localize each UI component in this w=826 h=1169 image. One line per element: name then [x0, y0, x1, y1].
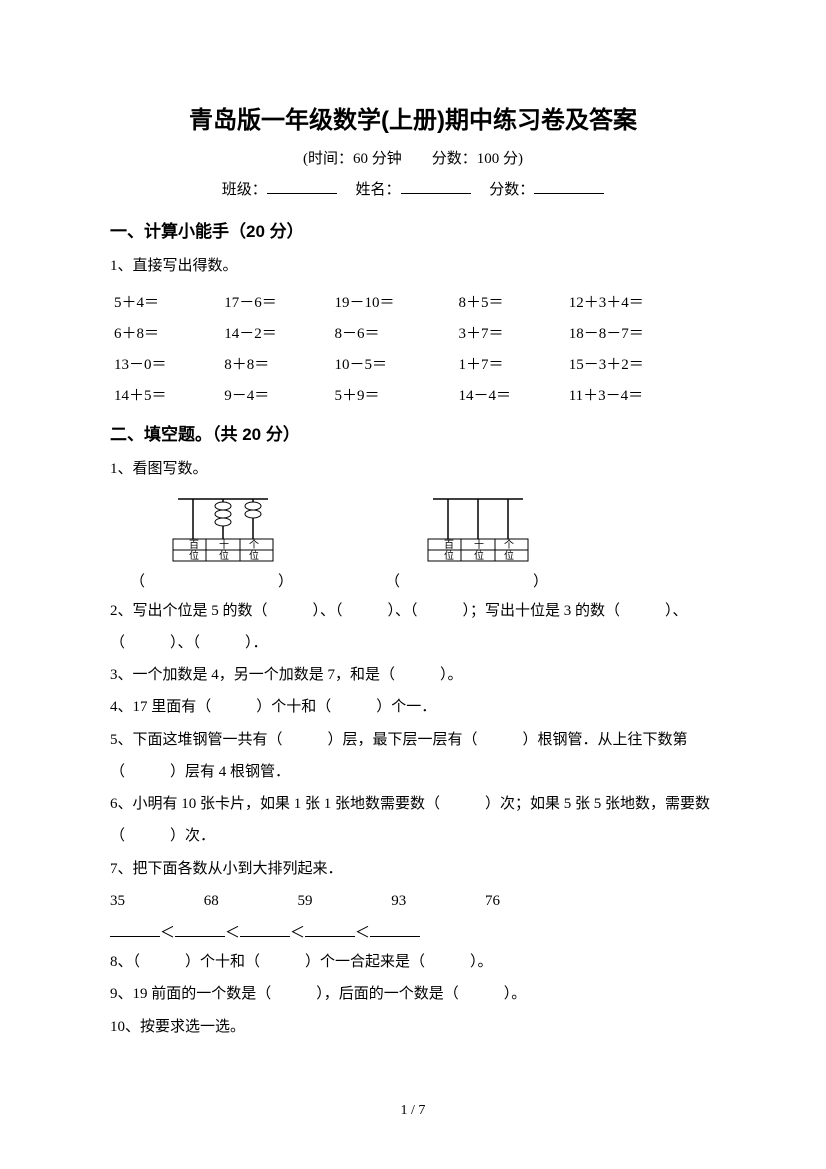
abacus-icon: 百 十 个 位 位 位	[423, 494, 533, 564]
svg-text:位: 位	[444, 549, 454, 562]
arith-cell: 3＋7＝	[454, 317, 564, 348]
sort-num: 68	[204, 885, 294, 917]
s1-q1: 1、直接写出得数。	[110, 250, 716, 282]
arithmetic-table: 5＋4＝ 17－6＝ 19－10＝ 8＋5＝ 12＋3＋4＝ 6＋8＝ 14－2…	[110, 286, 716, 410]
arith-cell: 19－10＝	[331, 286, 455, 317]
svg-text:位: 位	[189, 549, 199, 562]
arith-cell: 15－3＋2＝	[565, 348, 716, 379]
svg-text:十: 十	[219, 538, 229, 551]
s2-q1: 1、看图写数。	[110, 453, 716, 485]
arith-cell: 6＋8＝	[110, 317, 220, 348]
s2-q7-sortline: ＜ ＜ ＜ ＜	[110, 921, 716, 942]
svg-text:十: 十	[474, 538, 484, 551]
arith-cell: 11＋3－4＝	[565, 379, 716, 410]
arith-cell: 14＋5＝	[110, 379, 220, 410]
lt-sep: ＜	[355, 925, 370, 941]
svg-text:个: 个	[504, 539, 514, 551]
abacus-1-answer: （ ）	[130, 570, 315, 591]
arith-cell: 5＋4＝	[110, 286, 220, 317]
arith-cell: 1＋7＝	[454, 348, 564, 379]
abacus-2-answer: （ ）	[385, 570, 570, 591]
s2-q10: 10、按要求选一选。	[110, 1011, 716, 1043]
sort-blank[interactable]	[240, 923, 290, 937]
arith-cell: 17－6＝	[220, 286, 330, 317]
svg-text:位: 位	[474, 549, 484, 562]
arith-cell: 10－5＝	[331, 348, 455, 379]
class-blank[interactable]	[267, 178, 337, 194]
svg-text:位: 位	[219, 549, 229, 562]
table-row: 6＋8＝ 14－2＝ 8－6＝ 3＋7＝ 18－8－7＝	[110, 317, 716, 348]
sort-blank[interactable]	[110, 923, 160, 937]
score-label: 分数：	[489, 182, 534, 198]
abacus-row: 百 十 个 位 位 位 （ ） 百 十 个 位	[130, 494, 716, 591]
section2-head: 二、填空题。（共 20 分）	[110, 420, 716, 445]
s2-q7: 7、把下面各数从小到大排列起来．	[110, 853, 716, 885]
sort-num: 59	[298, 885, 388, 917]
abacus-1: 百 十 个 位 位 位 （ ）	[130, 494, 315, 591]
arith-cell: 12＋3＋4＝	[565, 286, 716, 317]
sort-blank[interactable]	[305, 923, 355, 937]
sort-blank[interactable]	[370, 923, 420, 937]
s2-q5: 5、下面这堆钢管一共有（ ）层，最下层一层有（ ）根钢管．从上往下数第（ ）层有…	[110, 724, 716, 789]
s2-q8: 8、（ ）个十和（ ）个一合起来是（ ）。	[110, 946, 716, 978]
svg-text:百: 百	[189, 539, 199, 551]
arith-cell: 8－6＝	[331, 317, 455, 348]
table-row: 14＋5＝ 9－4＝ 5＋9＝ 14－4＝ 11＋3－4＝	[110, 379, 716, 410]
svg-text:位: 位	[249, 549, 259, 562]
sort-num: 93	[391, 885, 481, 917]
page-footer: 1 / 7	[0, 1103, 826, 1119]
score-blank[interactable]	[534, 178, 604, 194]
arith-cell: 18－8－7＝	[565, 317, 716, 348]
lt-sep: ＜	[290, 925, 305, 941]
table-row: 5＋4＝ 17－6＝ 19－10＝ 8＋5＝ 12＋3＋4＝	[110, 286, 716, 317]
name-blank[interactable]	[401, 178, 471, 194]
page-title: 青岛版一年级数学(上册)期中练习卷及答案	[110, 100, 716, 135]
lt-sep: ＜	[225, 925, 240, 941]
name-label: 姓名：	[355, 182, 400, 198]
sort-num: 76	[485, 885, 575, 917]
s2-q9: 9、19 前面的一个数是（ ），后面的一个数是（ ）。	[110, 978, 716, 1010]
lt-sep: ＜	[160, 925, 175, 941]
s2-q3: 3、一个加数是 4，另一个加数是 7，和是（ ）。	[110, 659, 716, 691]
arith-cell: 13－0＝	[110, 348, 220, 379]
class-label: 班级：	[222, 182, 267, 198]
timing-line: (时间：60 分钟 分数：100 分)	[110, 147, 716, 168]
abacus-icon: 百 十 个 位 位 位	[168, 494, 278, 564]
s2-q2: 2、写出个位是 5 的数（ ）、（ ）、（ ）；写出十位是 3 的数（ ）、（ …	[110, 595, 716, 660]
arith-cell: 14－2＝	[220, 317, 330, 348]
sort-blank[interactable]	[175, 923, 225, 937]
table-row: 13－0＝ 8＋8＝ 10－5＝ 1＋7＝ 15－3＋2＝	[110, 348, 716, 379]
svg-text:百: 百	[444, 539, 454, 551]
arith-cell: 14－4＝	[454, 379, 564, 410]
svg-text:个: 个	[249, 539, 259, 551]
arith-cell: 5＋9＝	[331, 379, 455, 410]
student-fields: 班级： 姓名： 分数：	[110, 178, 716, 199]
s2-q7-numbers: 35 68 59 93 76	[110, 885, 716, 917]
sort-num: 35	[110, 885, 200, 917]
arith-cell: 9－4＝	[220, 379, 330, 410]
arith-cell: 8＋8＝	[220, 348, 330, 379]
s2-q6: 6、小明有 10 张卡片，如果 1 张 1 张地数需要数（ ）次；如果 5 张 …	[110, 788, 716, 853]
arith-cell: 8＋5＝	[454, 286, 564, 317]
svg-text:位: 位	[504, 549, 514, 562]
s2-q4: 4、17 里面有（ ）个十和（ ）个一．	[110, 691, 716, 723]
section1-head: 一、计算小能手（20 分）	[110, 217, 716, 242]
abacus-2: 百 十 个 位 位 位 （ ）	[385, 494, 570, 591]
